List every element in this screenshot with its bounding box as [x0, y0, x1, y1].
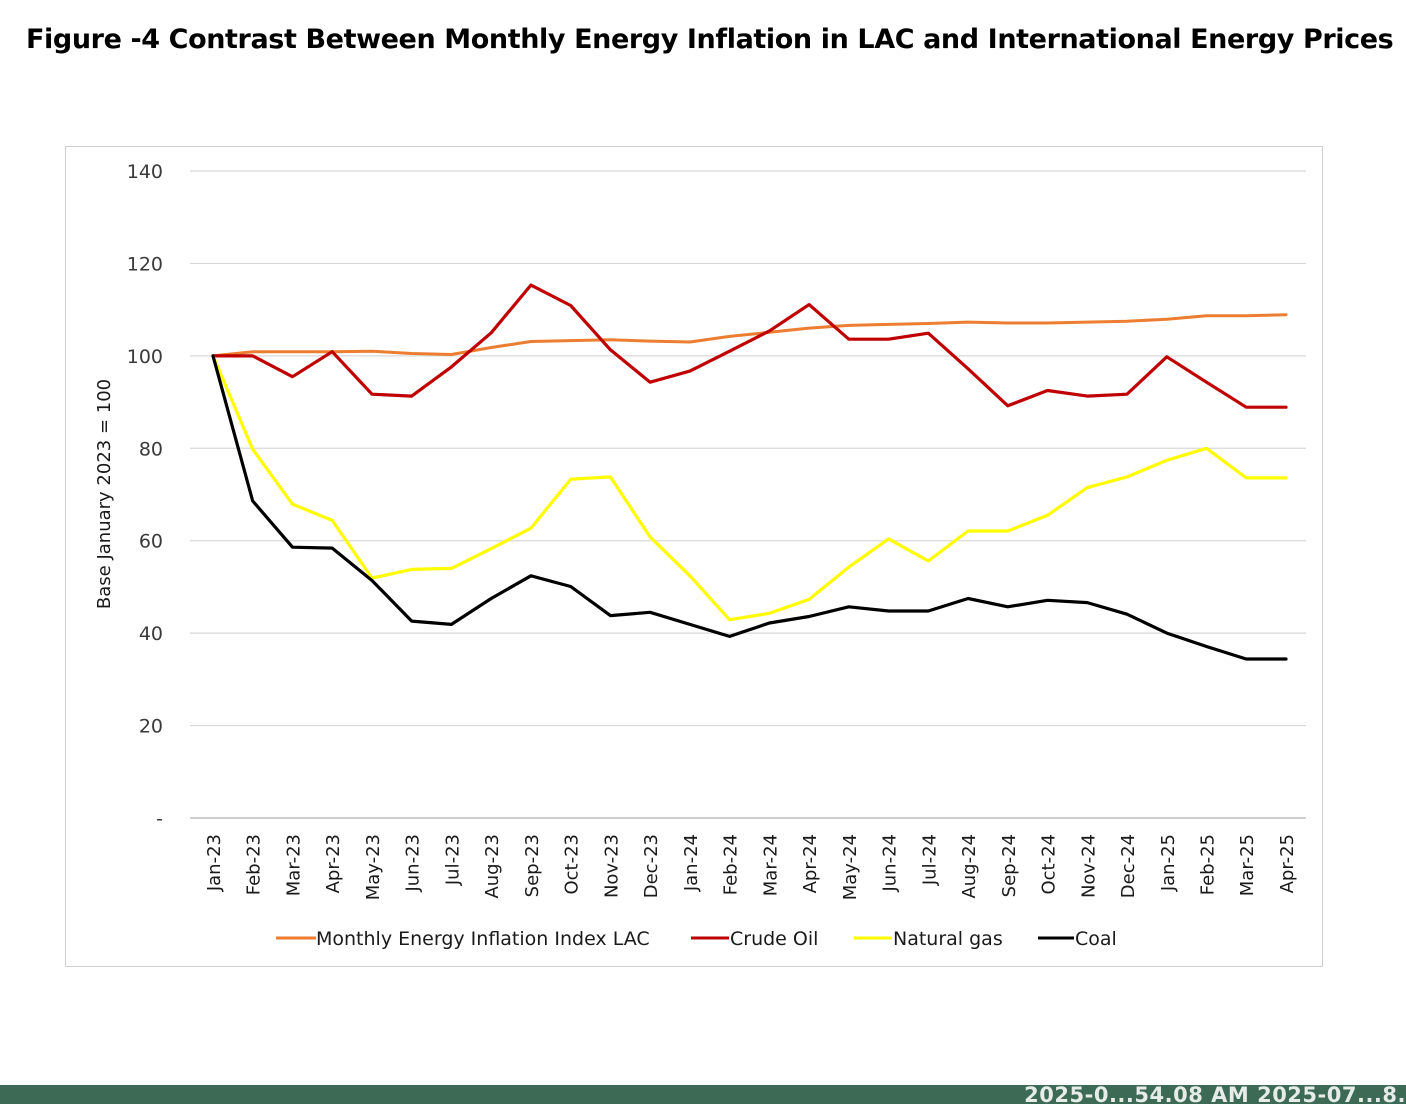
- x-tick-label: Jun-23: [403, 834, 424, 893]
- chart-frame: - 20 40 60 80 100 120 140 Jan-23 Feb-23 Mar-23 Apr-…: [65, 146, 1323, 967]
- x-tick-label: Oct-23: [562, 834, 583, 895]
- y-tick-label: 80: [139, 438, 163, 460]
- legend-item: Coal: [1038, 928, 1117, 950]
- gridlines: [190, 170, 1306, 727]
- x-tick-label: Sep-24: [999, 834, 1020, 897]
- x-tick-label: Apr-24: [800, 834, 821, 893]
- x-tick-label: Apr-25: [1277, 834, 1298, 893]
- x-tick-label: Feb-24: [721, 834, 742, 895]
- x-tick-label: Jul-24: [919, 834, 940, 886]
- x-tick-label: Nov-24: [1078, 834, 1099, 898]
- x-tick-label: Mar-23: [283, 834, 304, 896]
- x-tick-label: Mar-25: [1237, 834, 1258, 896]
- status-bar: 2025-0...54.08 AM 2025-07...8.: [0, 1085, 1406, 1104]
- y-tick-label: 120: [127, 253, 163, 275]
- x-tick-label: Aug-24: [959, 834, 980, 899]
- x-tick-label: Feb-25: [1198, 834, 1219, 895]
- x-tick-label: Sep-23: [522, 834, 543, 897]
- x-tick-label: Nov-23: [601, 834, 622, 898]
- figure-title: Figure -4 Contrast Between Monthly Energ…: [26, 24, 1394, 55]
- x-tick-label: Mar-24: [760, 834, 781, 896]
- x-tick-label: Oct-24: [1039, 834, 1060, 895]
- x-tick-label: Jan-24: [681, 834, 702, 892]
- y-tick-label: 100: [127, 346, 163, 368]
- x-tick-label: Feb-23: [244, 834, 265, 895]
- x-tick-label: Jul-23: [442, 834, 463, 886]
- x-tick-label: May-23: [363, 834, 384, 900]
- x-tick-label: Dec-23: [641, 834, 662, 898]
- x-tick-label: Jun-24: [880, 834, 901, 893]
- y-axis-label: Base January 2023 = 100: [94, 379, 115, 609]
- series-line-natural-gas: [211, 354, 1288, 622]
- status-bar-text: 2025-0...54.08 AM 2025-07...8.: [1024, 1085, 1406, 1104]
- series-line-coal: [211, 354, 1288, 661]
- x-tick-label: Jan-23: [204, 834, 225, 892]
- legend-item: Crude Oil: [691, 928, 818, 950]
- legend-label: Natural gas: [893, 928, 1003, 950]
- series-line-monthly-energy-inflation-index-lac: [211, 313, 1288, 358]
- y-tick-label: 140: [127, 161, 163, 183]
- legend-label: Coal: [1075, 928, 1117, 950]
- legend-item: Natural gas: [854, 928, 1003, 950]
- line-chart: - 20 40 60 80 100 120 140 Jan-23 Feb-23 Mar-23 Apr-…: [94, 161, 1306, 950]
- y-tick-label: 60: [139, 531, 163, 553]
- y-tick-label: 20: [139, 716, 163, 738]
- series-lines: [211, 283, 1288, 661]
- legend-label: Monthly Energy Inflation Index LAC: [316, 928, 650, 950]
- x-tick-label: Aug-23: [482, 834, 503, 899]
- axes: - 20 40 60 80 100 120 140 Jan-23 Feb-23 Mar-23 Apr-…: [127, 161, 1306, 900]
- series-line-crude-oil: [211, 283, 1288, 409]
- legend: Monthly Energy Inflation Index LAC Crude …: [276, 928, 1117, 950]
- y-tick-label: -: [156, 808, 163, 830]
- y-tick-label: 40: [139, 623, 163, 645]
- x-tick-label: Apr-23: [323, 834, 344, 893]
- x-tick-label: May-24: [840, 834, 861, 900]
- legend-label: Crude Oil: [730, 928, 818, 950]
- x-tick-label: Dec-24: [1118, 834, 1139, 898]
- x-tick-label: Jan-25: [1158, 834, 1179, 892]
- legend-item: Monthly Energy Inflation Index LAC: [276, 928, 650, 950]
